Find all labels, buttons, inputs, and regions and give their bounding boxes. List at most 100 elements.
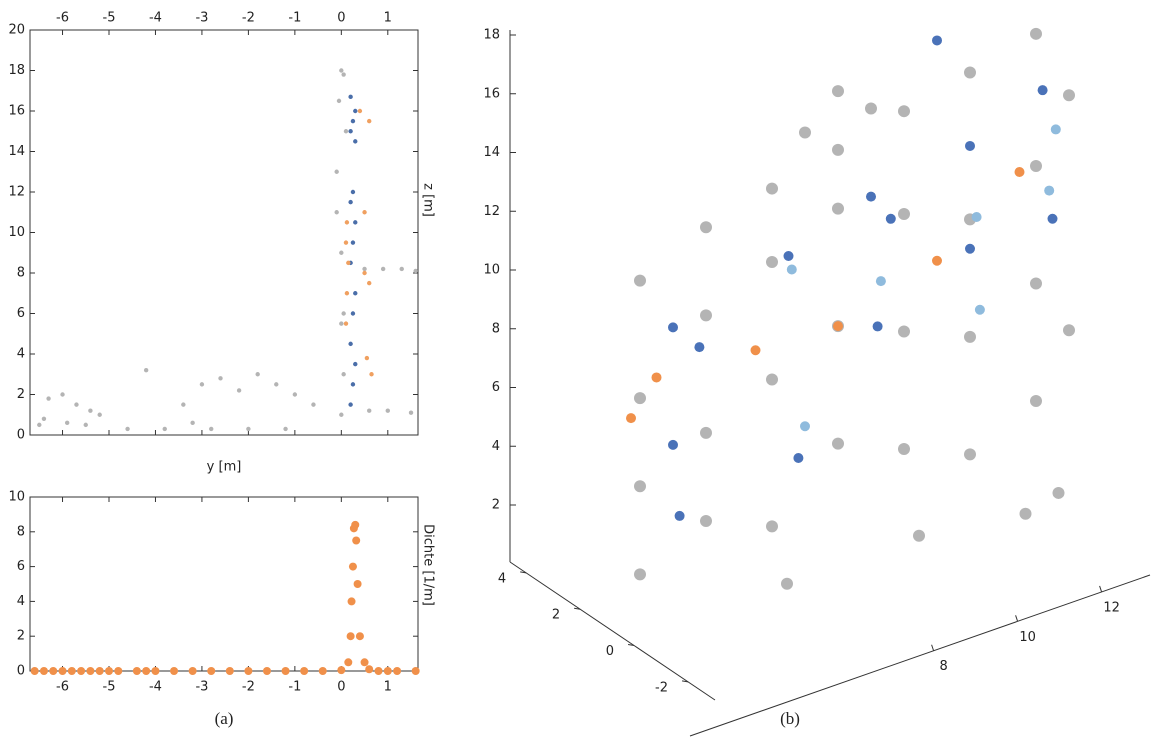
point xyxy=(866,191,876,202)
z-tick-label: 6 xyxy=(492,380,500,395)
point xyxy=(125,426,130,432)
point xyxy=(367,118,372,124)
x-tick-label: -2 xyxy=(242,11,255,26)
y-tick-label: 16 xyxy=(8,104,25,119)
point xyxy=(932,255,942,266)
x-tick-label: -4 xyxy=(149,680,162,695)
point xyxy=(1047,213,1058,224)
y-tick-label: 20 xyxy=(8,23,25,38)
y-axis-3d xyxy=(509,561,716,701)
point xyxy=(364,355,370,361)
point xyxy=(634,274,646,287)
point xyxy=(104,667,113,675)
point xyxy=(88,408,93,413)
y-tick-label: 10 xyxy=(8,490,25,505)
point xyxy=(77,667,86,675)
point xyxy=(350,382,356,387)
y-tick-label: 4 xyxy=(498,571,506,586)
point xyxy=(367,408,372,413)
point xyxy=(207,667,216,675)
point xyxy=(58,667,67,675)
point xyxy=(114,667,123,675)
point xyxy=(1063,324,1075,337)
point xyxy=(898,325,910,338)
point xyxy=(898,443,910,455)
point xyxy=(766,182,778,195)
y-tick-label: 6 xyxy=(17,306,25,321)
y-tick-label: 14 xyxy=(8,144,25,159)
z-tick-label: 12 xyxy=(483,204,500,219)
point xyxy=(162,426,167,432)
point xyxy=(244,667,253,675)
point xyxy=(964,448,976,461)
point xyxy=(353,220,358,225)
point xyxy=(369,372,374,377)
point xyxy=(1044,185,1055,196)
y-tick-label: 8 xyxy=(17,524,25,539)
point xyxy=(353,580,362,588)
point xyxy=(236,388,242,393)
point xyxy=(344,658,353,667)
point xyxy=(346,632,355,641)
point xyxy=(898,105,910,118)
z-tick-label: 16 xyxy=(483,86,500,101)
point xyxy=(634,480,646,493)
point xyxy=(362,270,367,276)
point xyxy=(281,667,290,675)
x-tick-label: -3 xyxy=(195,680,208,695)
x-tick-label: 8 xyxy=(939,659,947,674)
point xyxy=(964,330,976,343)
point xyxy=(781,577,793,590)
point xyxy=(348,341,353,347)
point xyxy=(348,94,353,100)
point xyxy=(348,562,357,571)
tick-mark xyxy=(627,644,635,647)
point xyxy=(350,311,356,316)
tick-mark xyxy=(574,607,581,610)
point xyxy=(74,402,79,407)
x-axis-3d xyxy=(689,574,1151,737)
caption: (a) xyxy=(215,709,234,728)
y-tick-label: 6 xyxy=(17,559,25,574)
point xyxy=(1037,85,1048,96)
point xyxy=(350,189,356,195)
point xyxy=(344,291,350,296)
point xyxy=(411,667,420,675)
point xyxy=(367,280,372,286)
frame-a-top xyxy=(29,29,419,436)
point xyxy=(668,439,678,450)
point xyxy=(766,373,778,386)
x-tick-label: -1 xyxy=(288,680,301,695)
point xyxy=(626,413,636,424)
point xyxy=(170,667,179,675)
point xyxy=(199,382,205,387)
y-tick-label: -2 xyxy=(655,680,668,695)
point xyxy=(348,129,353,134)
point xyxy=(350,240,356,245)
point xyxy=(30,667,39,675)
point xyxy=(750,345,761,356)
point xyxy=(965,140,975,151)
y-tick-label: 2 xyxy=(552,608,560,623)
point xyxy=(292,392,298,397)
point xyxy=(143,368,149,373)
y-tick-label: 0 xyxy=(606,644,614,659)
point xyxy=(339,250,344,255)
z-tick-label: 10 xyxy=(483,263,500,278)
point xyxy=(832,85,844,98)
point xyxy=(300,667,309,675)
tick-mark xyxy=(681,680,689,683)
x-tick-label: 10 xyxy=(1019,630,1036,645)
x-tick-label: -4 xyxy=(149,11,162,26)
point xyxy=(64,420,70,426)
point xyxy=(343,321,349,326)
y-tick-label: 4 xyxy=(17,594,25,609)
tick-mark xyxy=(931,644,935,651)
point xyxy=(347,597,356,606)
x-tick-label: 0 xyxy=(337,680,345,695)
point xyxy=(151,667,160,675)
x-tick-label: -2 xyxy=(242,680,255,695)
point xyxy=(339,412,344,417)
point xyxy=(1014,167,1025,177)
point xyxy=(181,402,186,407)
